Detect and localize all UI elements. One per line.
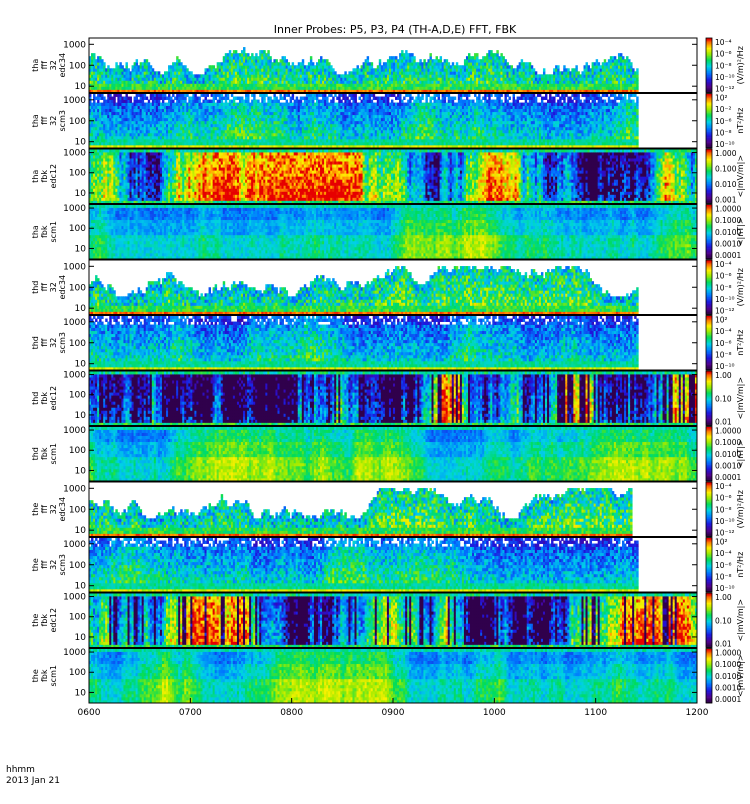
spectrogram-cell [93, 56, 95, 59]
footer-date: 2013 Jan 21 [6, 776, 60, 786]
spectrogram-cell [176, 56, 178, 59]
spectrogram-cell [103, 62, 105, 65]
spectrogram-cell [158, 71, 160, 74]
spectrogram-cell [146, 59, 148, 62]
spectrogram-cell [101, 59, 103, 62]
spectrogram-cell [243, 47, 245, 50]
spectrogram-cell [107, 65, 109, 68]
chart-svg: Inner Probes: P5, P3, P4 (TH-A,D,E) FFT,… [0, 0, 750, 800]
spectrogram-1 [89, 47, 639, 93]
spectrogram-cell [243, 50, 245, 53]
spectrogram-cell [152, 68, 154, 71]
spectrogram-cell [180, 62, 182, 65]
spectrogram-cell [136, 59, 138, 62]
spectrogram-cell [184, 65, 186, 68]
spectrogram-cell [125, 62, 127, 65]
spectrogram-cell [121, 65, 123, 68]
chart-title: Inner Probes: P5, P3, P4 (TH-A,D,E) FFT,… [274, 23, 517, 36]
spectrogram-cell [190, 71, 192, 74]
spectrogram-cell [99, 56, 101, 59]
spectrogram-cell [136, 62, 138, 65]
spectrogram-cell [93, 53, 95, 56]
spectrogram-cell [186, 68, 188, 71]
spectrogram-cell [103, 65, 105, 68]
spectrogram-cell [148, 62, 150, 65]
spectrogram-cell [235, 50, 237, 53]
spectrogram-cell [115, 62, 117, 65]
footer-time-unit: hhmm [6, 765, 35, 775]
spectrogram-cell [150, 65, 152, 68]
spectrogram-cell [178, 59, 180, 62]
spectrogram-cell [229, 50, 231, 53]
spectrogram-cell [128, 68, 130, 71]
spectrogram-figure: Inner Probes: P5, P3, P4 (TH-A,D,E) FFT,… [0, 0, 750, 800]
spectrogram-cell [213, 65, 215, 68]
spectrogram-cell [247, 53, 249, 56]
spectrogram-cell [125, 65, 127, 68]
spectrogram-cell [119, 62, 121, 65]
